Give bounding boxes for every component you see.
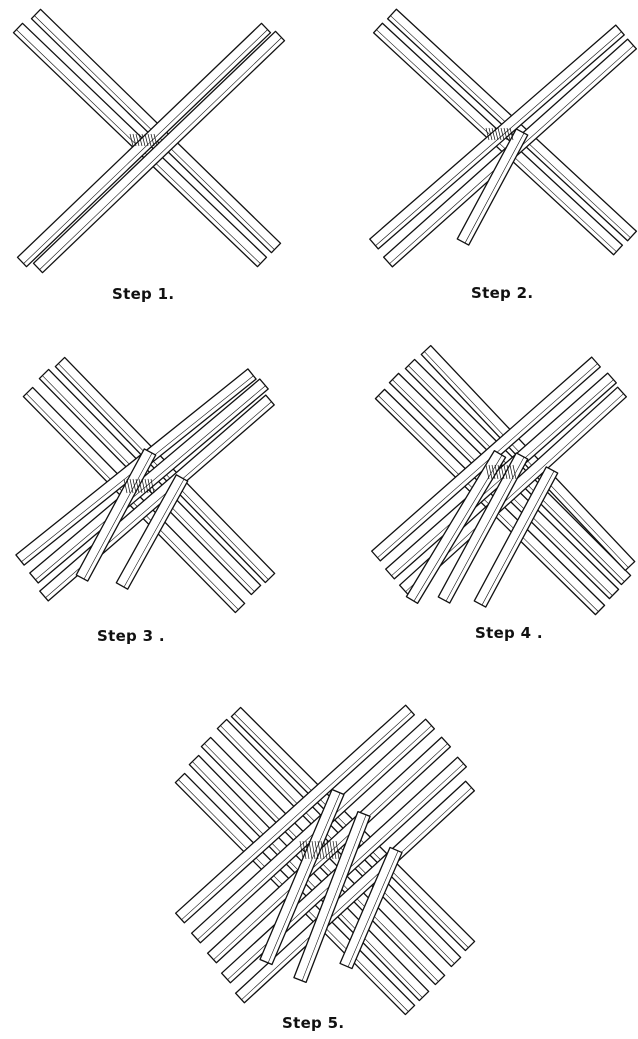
step-5-drawing bbox=[174, 704, 476, 1016]
shading-hatch bbox=[488, 127, 493, 141]
splint-strip bbox=[371, 356, 601, 562]
shading-hatch bbox=[150, 478, 155, 494]
shading-hatch bbox=[485, 127, 490, 141]
splint-bevel-line bbox=[301, 814, 367, 981]
splint-bevel-line bbox=[83, 452, 153, 580]
shading-hatch bbox=[509, 464, 514, 480]
shading-hatch bbox=[506, 127, 511, 141]
shading-hatch bbox=[132, 133, 137, 147]
shading-hatch bbox=[329, 840, 334, 860]
splint-bevel-line bbox=[375, 31, 622, 246]
splint-strip bbox=[32, 30, 286, 274]
splint-bevel-line bbox=[39, 37, 282, 270]
shading-hatch bbox=[326, 840, 331, 860]
shading-hatch bbox=[323, 840, 328, 860]
shading-hatch bbox=[497, 464, 502, 480]
shading-hatch bbox=[308, 840, 313, 860]
splint-bevel-line bbox=[481, 470, 555, 606]
shading-hatch bbox=[132, 478, 137, 494]
shading-hatch bbox=[491, 127, 496, 141]
splint-bevel-line bbox=[35, 385, 266, 580]
splint-strip bbox=[16, 22, 272, 268]
splint-strip bbox=[473, 466, 559, 608]
shading-hatch bbox=[512, 464, 517, 480]
shading-hatch bbox=[302, 840, 307, 860]
splint-strip bbox=[206, 736, 452, 964]
splint-strip bbox=[437, 452, 529, 604]
step-1-caption: Step 1. bbox=[112, 285, 175, 303]
step-2-drawing bbox=[369, 8, 638, 268]
splint-bevel-line bbox=[123, 478, 185, 588]
shading-hatch bbox=[135, 133, 140, 147]
step-3-drawing bbox=[15, 356, 276, 614]
shading-hatch bbox=[494, 127, 499, 141]
shading-hatch bbox=[135, 478, 140, 494]
step-3-caption: Step 3 . bbox=[97, 627, 165, 645]
shading-hatch bbox=[147, 133, 152, 147]
shading-hatch bbox=[129, 133, 134, 147]
shading-hatch bbox=[138, 478, 143, 494]
shading-hatch bbox=[509, 127, 514, 141]
shading-hatch bbox=[311, 840, 316, 860]
splint-strip bbox=[385, 372, 617, 580]
splint-bevel-line bbox=[241, 787, 472, 1000]
splint-bevel-line bbox=[464, 132, 525, 244]
splint-strip bbox=[456, 128, 529, 246]
shading-hatch bbox=[503, 127, 508, 141]
shading-hatch bbox=[144, 133, 149, 147]
shading-hatch bbox=[332, 840, 337, 860]
shading-hatch bbox=[129, 478, 134, 494]
shading-hatch bbox=[335, 840, 340, 860]
shading-hatch bbox=[500, 127, 505, 141]
splint-strip bbox=[174, 704, 416, 924]
splint-strip bbox=[75, 448, 157, 582]
shading-hatch bbox=[506, 464, 511, 480]
shading-hatch bbox=[305, 840, 310, 860]
step-2-caption: Step 2. bbox=[471, 284, 534, 302]
shading-hatch bbox=[153, 133, 158, 147]
step-5-caption: Step 5. bbox=[282, 1014, 345, 1032]
shading-hatch bbox=[126, 478, 131, 494]
shading-hatch bbox=[317, 840, 322, 860]
shading-hatch bbox=[494, 464, 499, 480]
shading-hatch bbox=[503, 464, 508, 480]
shading-hatch bbox=[299, 840, 304, 860]
shading-hatch bbox=[500, 464, 505, 480]
shading-hatch bbox=[320, 840, 325, 860]
splint-strip bbox=[29, 378, 269, 584]
splint-bevel-line bbox=[267, 792, 341, 964]
shading-hatch bbox=[497, 127, 502, 141]
splint-bevel-line bbox=[445, 456, 525, 602]
splint-bevel-line bbox=[377, 363, 598, 558]
splint-bevel-line bbox=[347, 850, 399, 968]
shading-hatch bbox=[147, 478, 152, 494]
shading-hatch bbox=[485, 464, 490, 480]
shading-hatch bbox=[144, 478, 149, 494]
shading-hatch bbox=[150, 133, 155, 147]
splint-strip bbox=[405, 449, 507, 605]
splint-bevel-line bbox=[181, 711, 412, 920]
step-1-drawing bbox=[12, 8, 286, 274]
shading-hatch bbox=[141, 478, 146, 494]
splint-strip bbox=[398, 386, 628, 596]
step-4-caption: Step 4 . bbox=[475, 624, 543, 642]
shading-hatch bbox=[141, 133, 146, 147]
splint-bevel-line bbox=[413, 455, 503, 602]
splint-strip bbox=[115, 474, 189, 590]
shading-hatch bbox=[138, 133, 143, 147]
splint-bevel-line bbox=[23, 29, 268, 264]
shading-hatch bbox=[123, 478, 128, 494]
splint-strip bbox=[190, 718, 436, 944]
shading-hatch bbox=[314, 840, 319, 860]
step-4-drawing bbox=[371, 344, 636, 616]
shading-hatch bbox=[491, 464, 496, 480]
splint-bevel-line bbox=[213, 743, 448, 960]
shading-hatch bbox=[488, 464, 493, 480]
